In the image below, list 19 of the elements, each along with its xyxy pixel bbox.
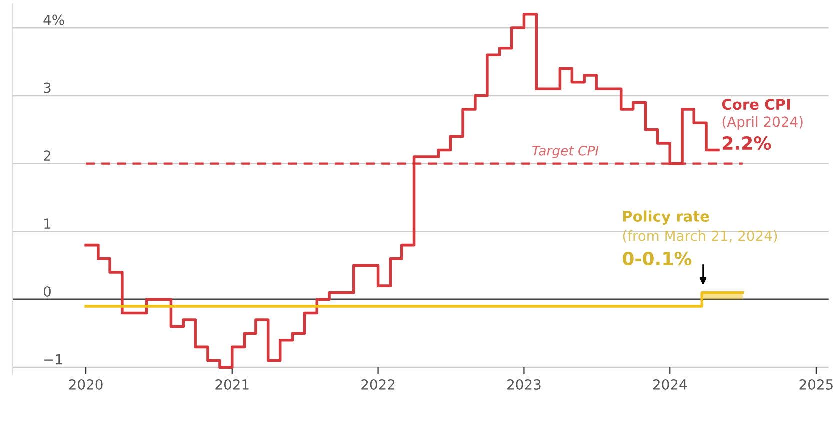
x-tick-label: 2025 — [800, 379, 833, 390]
x-tick-label: 2020 — [69, 379, 103, 390]
y-tick-label: 3 — [44, 82, 51, 94]
y-tick-label: −1 — [44, 354, 62, 365]
y-tick-label: 4% — [44, 14, 64, 26]
x-tick-label: 2022 — [362, 379, 395, 390]
y-tick-label: 0 — [44, 286, 51, 297]
annotation: (from March 21, 2024) — [623, 230, 778, 243]
y-tick-label: 2 — [44, 150, 50, 161]
annotation: Policy rate — [623, 210, 710, 225]
annotation: (April 2024) — [722, 116, 803, 130]
ref-line-label: Target CPI — [532, 146, 599, 158]
x-tick-label: 2024 — [653, 379, 688, 390]
y-tick-label: 1 — [44, 218, 51, 229]
x-tick-label: 2021 — [216, 379, 249, 390]
series-label: Core CPI — [722, 99, 790, 110]
annotation: 0-0.1% — [623, 252, 692, 266]
annotation: 2.2% — [723, 136, 772, 150]
x-tick-label: 2023 — [508, 379, 541, 390]
